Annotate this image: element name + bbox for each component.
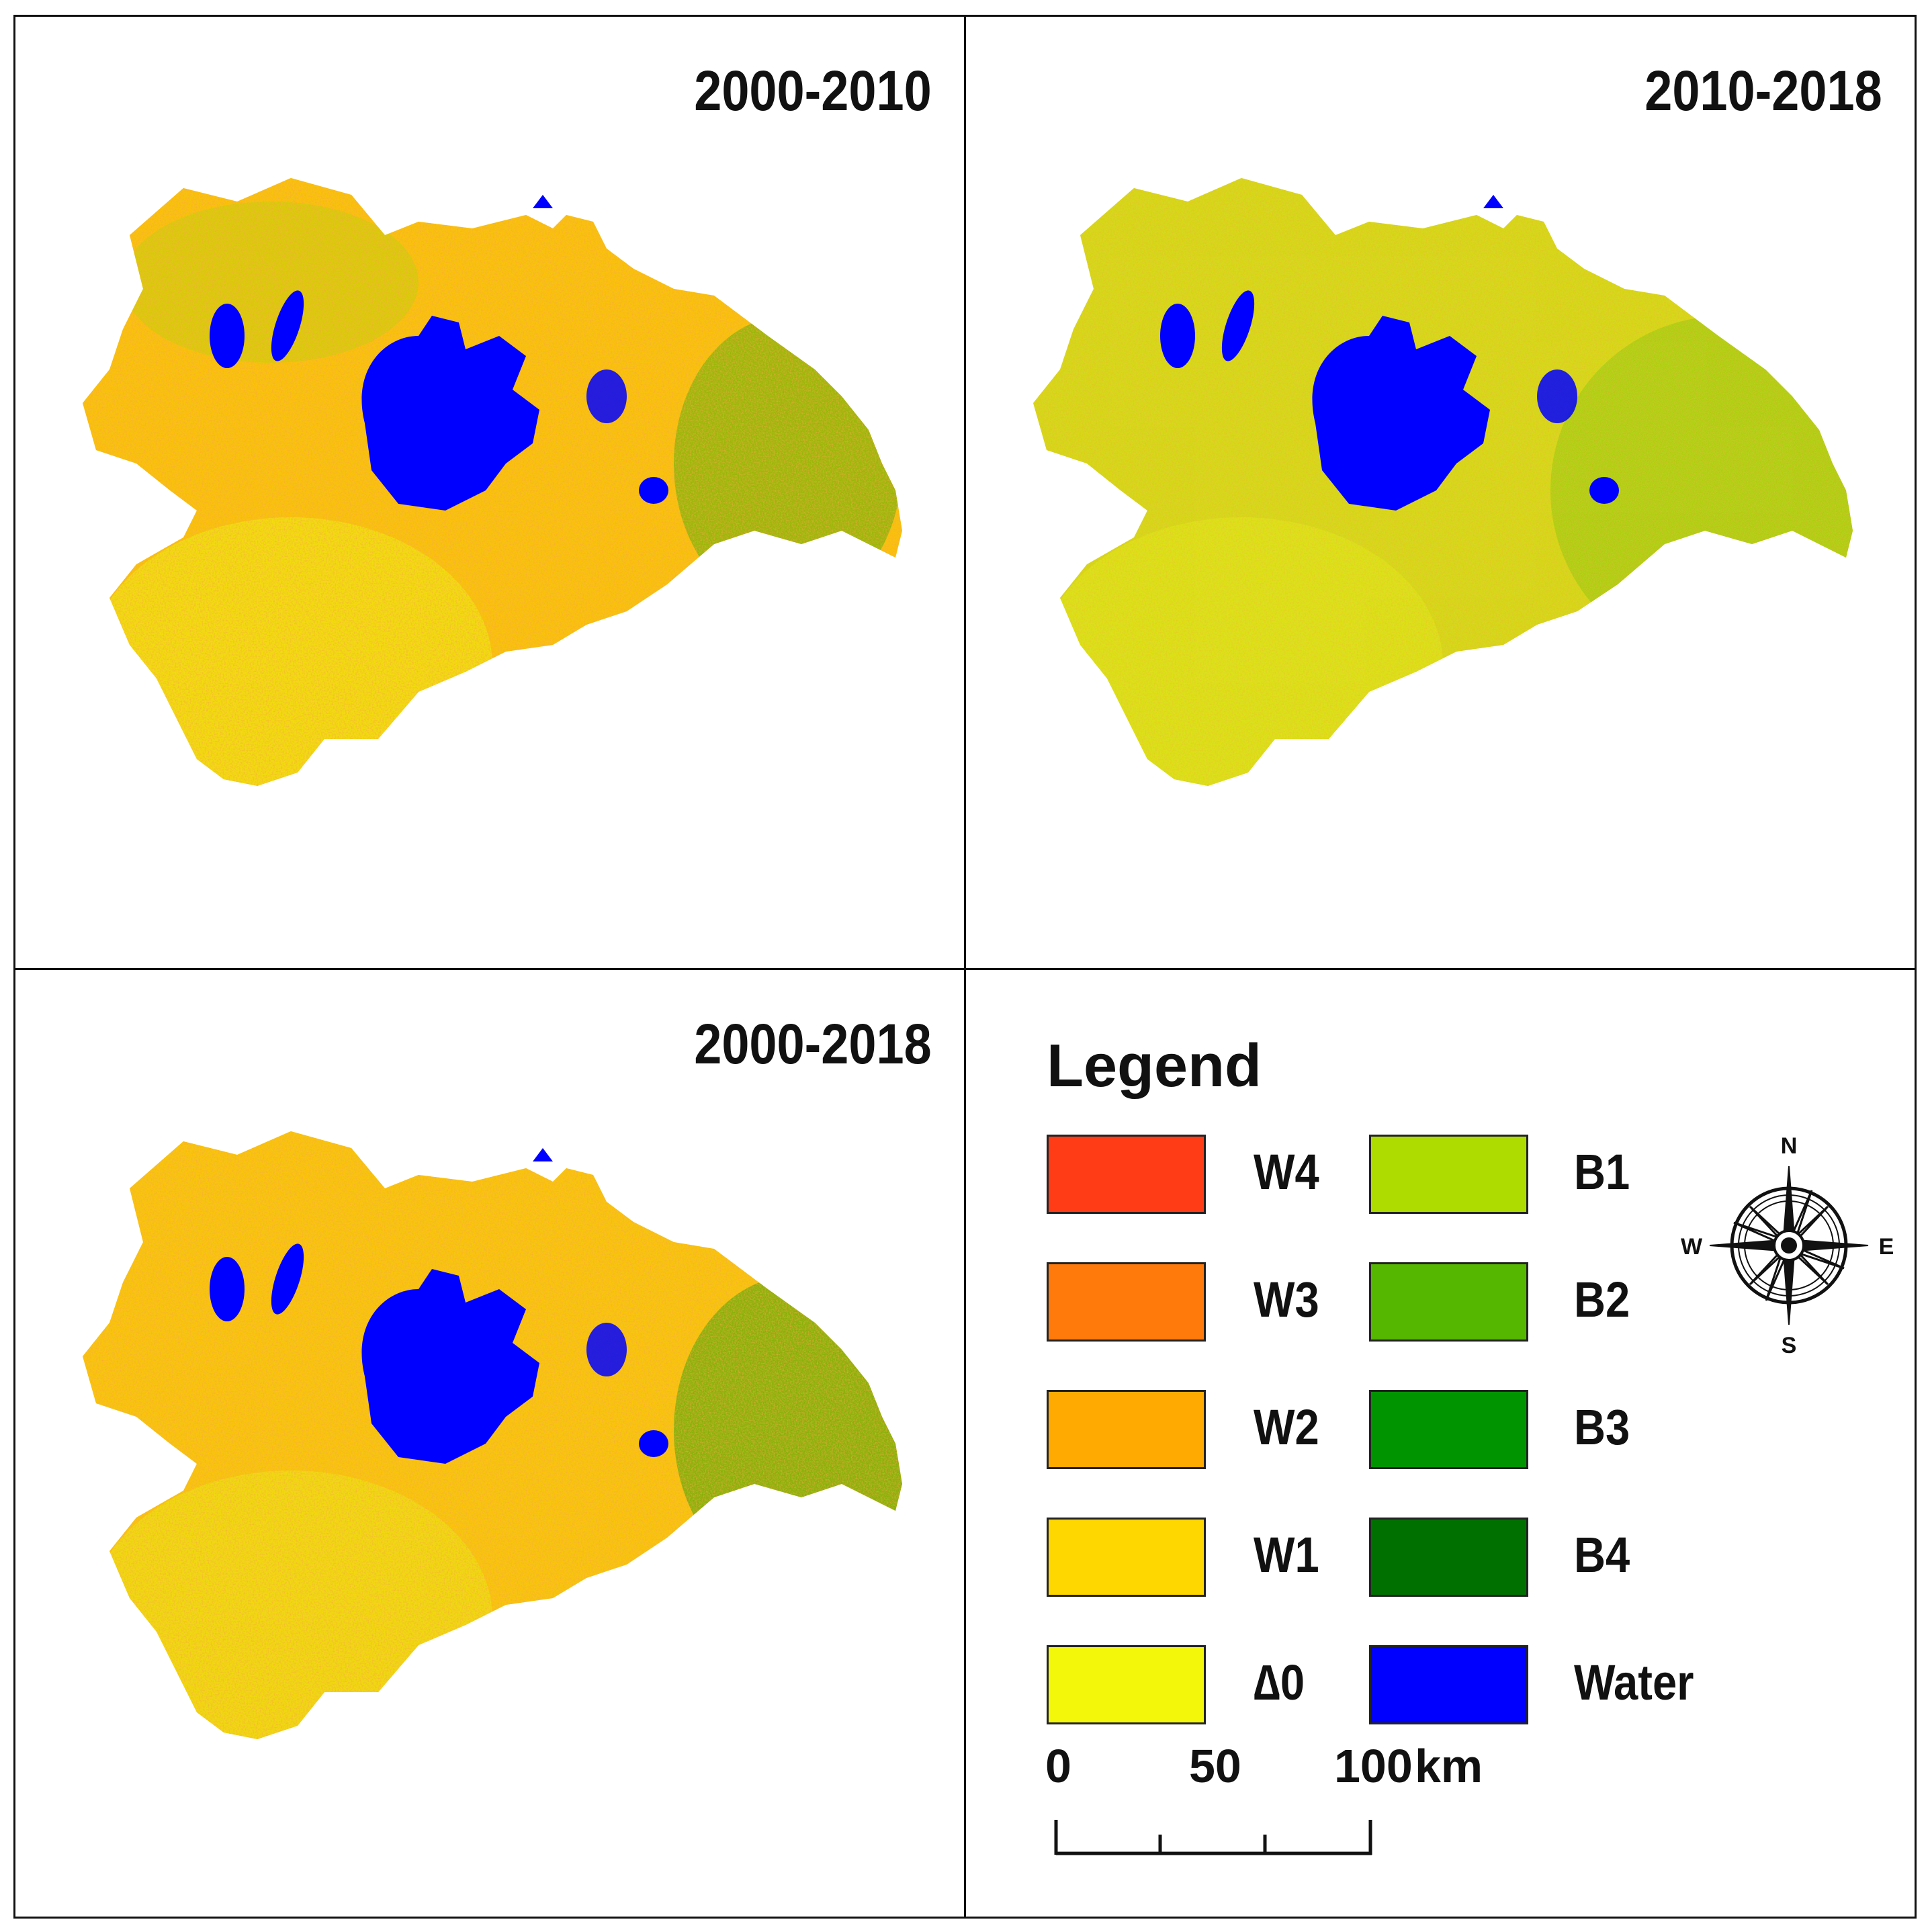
panel-title: 2000-2010 — [694, 59, 932, 122]
legend-swatch-w1 — [1047, 1518, 1206, 1597]
scale-label-100: 100 — [1334, 1740, 1413, 1792]
legend-label-w2: W2 — [1254, 1399, 1319, 1455]
compass-rose-icon: N S E W — [1681, 1135, 1894, 1356]
legend-title: Legend — [1047, 1033, 1262, 1100]
legend-label-b4: B4 — [1574, 1527, 1630, 1583]
change-map — [1033, 178, 1853, 786]
map-panel-2000-2010: 2000-2010 — [13, 15, 966, 970]
change-map — [83, 178, 902, 786]
legend-label-w1: W1 — [1254, 1527, 1319, 1583]
legend-swatch-w3 — [1047, 1262, 1206, 1342]
compass-w: W — [1681, 1234, 1703, 1260]
scale-label-0: 0 — [1045, 1740, 1071, 1792]
legend-label-b2: B2 — [1574, 1272, 1630, 1327]
panel-title: 2000-2018 — [694, 1012, 932, 1075]
panel-title: 2010-2018 — [1644, 59, 1882, 122]
legend-swatch-b1 — [1369, 1135, 1528, 1214]
scale-unit: km — [1415, 1740, 1483, 1792]
compass-n: N — [1781, 1135, 1798, 1159]
legend-swatch-w2 — [1047, 1390, 1206, 1469]
legend-swatch-water — [1369, 1645, 1528, 1724]
legend-swatch-delta0 — [1047, 1645, 1206, 1724]
legend-swatch-b4 — [1369, 1518, 1528, 1597]
map-panel-2010-2018: 2010-2018 — [964, 15, 1917, 970]
legend-label-b3: B3 — [1574, 1399, 1630, 1455]
compass-s: S — [1782, 1333, 1797, 1356]
change-map — [83, 1131, 902, 1739]
scale-label-50: 50 — [1189, 1740, 1241, 1792]
legend-swatch-b2 — [1369, 1262, 1528, 1342]
legend-label-w3: W3 — [1254, 1272, 1319, 1327]
legend-label-delta0: ∆0 — [1254, 1655, 1305, 1710]
compass-e: E — [1879, 1234, 1894, 1260]
legend-swatch-b3 — [1369, 1390, 1528, 1469]
legend-label-b1: B1 — [1574, 1144, 1630, 1200]
legend-panel: Legend W4 W3 W2 W1 ∆0 B1 B2 B3 B4 Water … — [964, 968, 1917, 1919]
lake-shape — [361, 316, 539, 511]
scale-bar — [1054, 1820, 1372, 1855]
legend-label-water: Water — [1574, 1655, 1694, 1710]
map-panel-2000-2018: 2000-2018 — [13, 968, 966, 1919]
legend-swatch-w4 — [1047, 1135, 1206, 1214]
legend-label-w4: W4 — [1254, 1144, 1319, 1200]
